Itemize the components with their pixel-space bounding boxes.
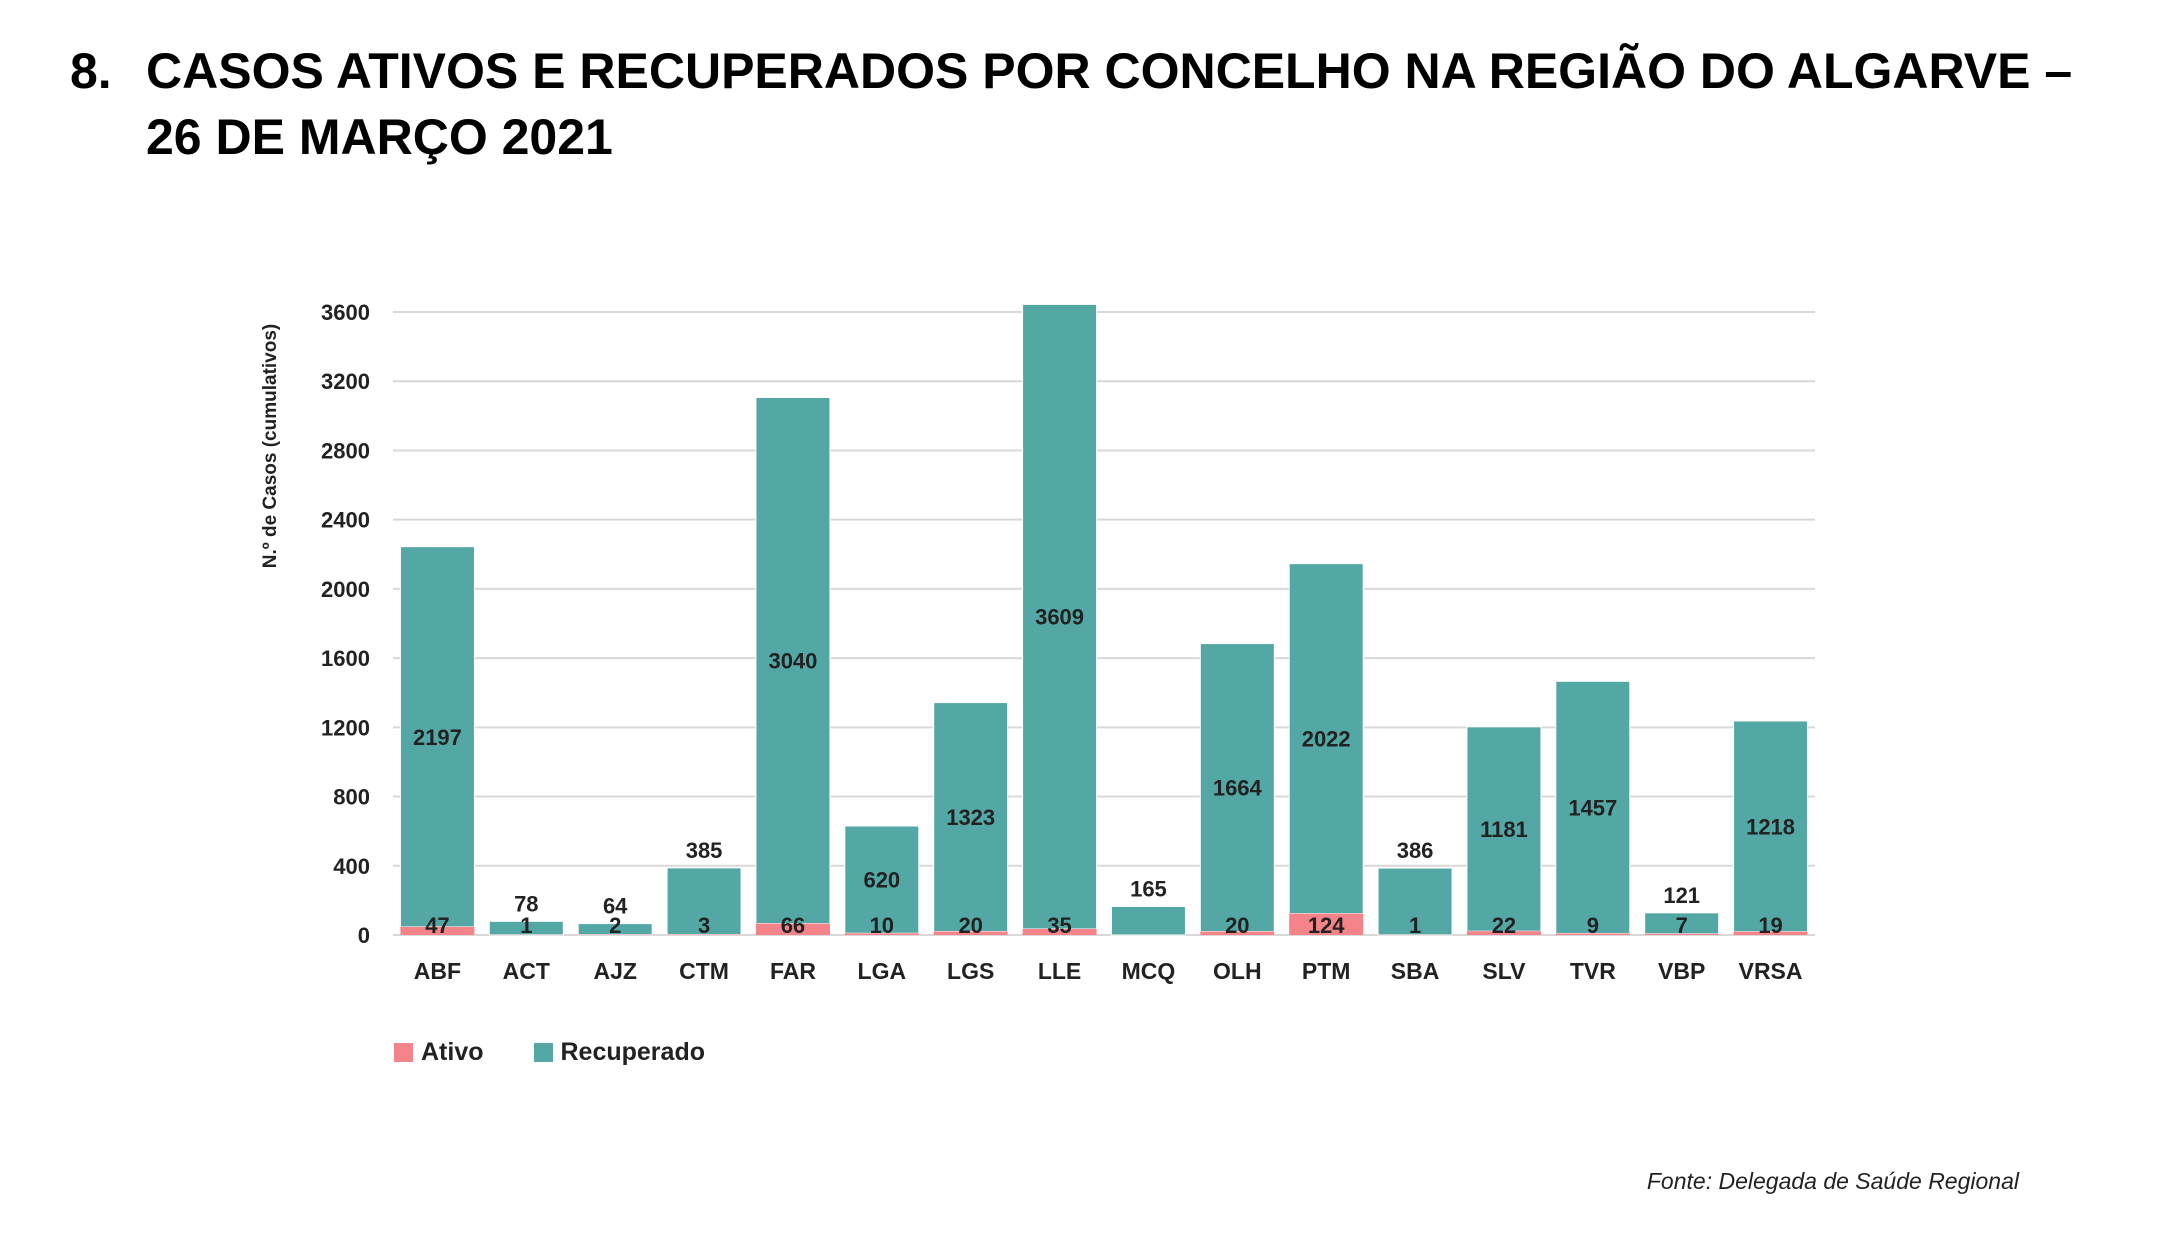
data-label-recuperado: 385 xyxy=(686,838,723,863)
bar-recuperado-ctm xyxy=(666,867,742,935)
data-label-recuperado: 3609 xyxy=(1035,605,1084,630)
bar-recuperado-vbp xyxy=(1644,912,1720,935)
x-tick-label-act: ACT xyxy=(503,958,550,984)
bar-ativo-slv xyxy=(1466,931,1541,935)
data-label-ativo: 9 xyxy=(1587,913,1599,938)
y-tick-label: 400 xyxy=(333,854,370,879)
y-axis-label: N.º de Casos (cumulativos) xyxy=(260,324,281,569)
x-tick-label-ptm: PTM xyxy=(1302,958,1351,984)
data-label-ativo: 1 xyxy=(1409,913,1421,938)
page-title: 8. CASOS ATIVOS E RECUPERADOS POR CONCEL… xyxy=(70,38,2130,170)
data-label-recuperado: 2022 xyxy=(1302,727,1351,752)
data-label-recuperado: 64 xyxy=(603,894,628,919)
bar-recuperado-vrsa xyxy=(1733,720,1809,933)
bar-recuperado-tvr xyxy=(1555,680,1631,934)
data-label-ativo: 7 xyxy=(1676,913,1688,938)
x-tick-label-ajz: AJZ xyxy=(593,958,636,984)
legend-swatch-recuperado xyxy=(533,1043,553,1062)
y-tick-label: 1600 xyxy=(321,646,370,671)
bar-ativo-vrsa xyxy=(1733,931,1808,935)
y-tick-label: 1200 xyxy=(321,715,370,740)
data-label-ativo: 20 xyxy=(958,913,982,938)
bar-ativo-lgs xyxy=(933,931,1008,935)
bar-ativo-ctm xyxy=(667,934,742,935)
x-axis-ticks: ABF ACT AJZ CTM FAR LGA LGS LLE MCQ OLH PTM SBA SLV T… xyxy=(414,958,1803,984)
bar-recuperado-lga xyxy=(844,825,920,934)
x-tick-label-olh: OLH xyxy=(1213,958,1262,984)
bar-recuperado-lle xyxy=(1022,303,1098,930)
bar-recuperado-mcq xyxy=(1110,905,1186,936)
x-tick-label-slv: SLV xyxy=(1482,958,1526,984)
legend-label-ativo: Ativo xyxy=(421,1038,484,1066)
title-number: 8. xyxy=(70,43,112,99)
bar-ativo-ptm xyxy=(1289,913,1364,935)
bar-ativo-lle xyxy=(1022,928,1097,935)
y-tick-label: 0 xyxy=(358,923,370,948)
data-label-recuperado: 1181 xyxy=(1480,817,1528,842)
x-tick-label-vrsa: VRSA xyxy=(1739,958,1803,984)
data-label-recuperado: 1457 xyxy=(1568,795,1617,820)
bar-ativo-abf xyxy=(400,926,475,935)
data-label-ativo: 1 xyxy=(520,913,532,938)
x-tick-label-lle: LLE xyxy=(1038,958,1081,984)
data-label-recuperado: 3040 xyxy=(768,649,817,674)
legend-label-recuperado: Recuperado xyxy=(560,1038,705,1066)
x-tick-label-abf: ABF xyxy=(414,958,461,984)
data-label-recuperado: 1664 xyxy=(1213,776,1263,801)
bar-ativo-olh xyxy=(1200,931,1275,935)
bar-ativo-tvr xyxy=(1555,933,1630,935)
data-label-recuperado: 121 xyxy=(1663,883,1700,908)
legend: Ativo Recuperado xyxy=(394,1038,755,1067)
data-labels: 2197477816423853304066620101323203609351… xyxy=(413,605,1795,938)
bar-recuperado-slv xyxy=(1466,726,1542,932)
data-label-ativo: 35 xyxy=(1047,913,1071,938)
data-label-ativo: 124 xyxy=(1308,913,1345,938)
data-label-recuperado: 2197 xyxy=(413,725,462,750)
data-label-recuperado: 1323 xyxy=(946,805,995,830)
title-text: CASOS ATIVOS E RECUPERADOS POR CONCELHO … xyxy=(146,43,2073,165)
x-tick-label-vbp: VBP xyxy=(1658,958,1705,984)
bars xyxy=(399,303,1809,936)
data-label-ativo: 66 xyxy=(781,913,805,938)
data-label-ativo: 20 xyxy=(1225,913,1249,938)
y-tick-label: 3200 xyxy=(321,369,370,394)
y-tick-label: 2000 xyxy=(321,577,370,602)
legend-item-recuperado: Recuperado xyxy=(533,1038,705,1067)
bar-ativo-far xyxy=(755,923,830,935)
y-tick-label: 3600 xyxy=(321,300,370,325)
y-tick-label: 2400 xyxy=(321,508,370,533)
bar-ativo-lga xyxy=(844,933,919,935)
bar-recuperado-ptm xyxy=(1288,563,1364,915)
bar-ativo-vbp xyxy=(1644,933,1719,935)
data-label-ativo: 2 xyxy=(609,913,621,938)
legend-item-ativo: Ativo xyxy=(394,1038,484,1067)
source-note: Fonte: Delegada de Saúde Regional xyxy=(1646,1168,2019,1194)
data-label-ativo: 19 xyxy=(1758,913,1782,938)
x-tick-label-lga: LGA xyxy=(858,958,907,984)
data-label-recuperado: 386 xyxy=(1397,838,1434,863)
data-label-recuperado: 165 xyxy=(1130,876,1167,901)
bar-recuperado-abf xyxy=(399,546,475,928)
data-label-ativo: 10 xyxy=(870,913,894,938)
data-label-recuperado: 620 xyxy=(863,868,900,893)
legend-swatch-ativo xyxy=(394,1043,413,1062)
data-label-recuperado: 78 xyxy=(514,891,538,916)
x-tick-label-sba: SBA xyxy=(1391,958,1440,984)
bar-recuperado-lgs xyxy=(933,702,1009,933)
data-label-ativo: 47 xyxy=(425,913,449,938)
data-label-ativo: 3 xyxy=(698,913,710,938)
x-tick-label-mcq: MCQ xyxy=(1122,958,1176,984)
data-label-ativo: 22 xyxy=(1492,913,1516,938)
x-tick-label-far: FAR xyxy=(770,958,816,984)
x-tick-label-tvr: TVR xyxy=(1570,958,1616,984)
y-axis-ticks: 0 400 800 1200 1600 2000 2400 2800 3200 3600 xyxy=(321,300,370,948)
x-tick-label-ctm: CTM xyxy=(679,958,729,984)
data-label-recuperado: 1218 xyxy=(1746,814,1795,839)
bar-recuperado-sba xyxy=(1377,867,1453,936)
y-tick-label: 800 xyxy=(333,785,370,810)
y-tick-label: 2800 xyxy=(321,438,370,463)
x-tick-label-lgs: LGS xyxy=(947,958,994,984)
bar-recuperado-olh xyxy=(1199,643,1275,933)
